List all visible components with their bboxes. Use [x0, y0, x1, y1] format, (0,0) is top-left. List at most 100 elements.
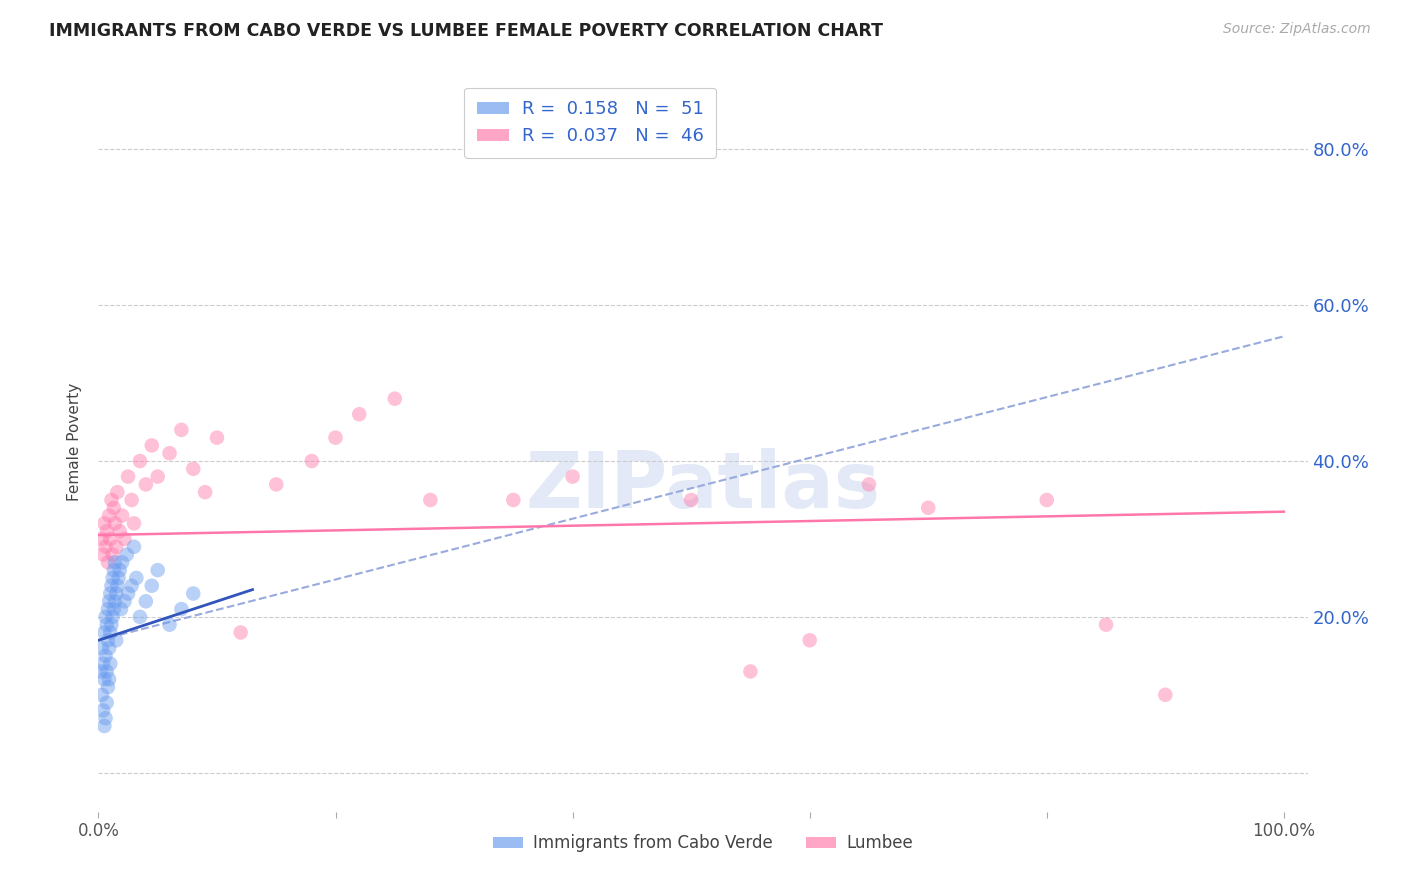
Point — [1036, 493, 1059, 508]
Point — [740, 665, 762, 679]
Point — [105, 586, 128, 600]
Point — [98, 594, 121, 608]
Point — [122, 516, 145, 531]
Point — [105, 579, 128, 593]
Point — [94, 711, 117, 725]
Point — [98, 586, 121, 600]
Point — [159, 617, 181, 632]
Point — [181, 586, 204, 600]
Point — [146, 563, 169, 577]
Point — [194, 485, 217, 500]
Point — [170, 602, 193, 616]
Point — [103, 602, 125, 616]
Point — [799, 633, 821, 648]
Point — [419, 493, 441, 508]
Point — [111, 555, 134, 569]
Y-axis label: Female Poverty: Female Poverty — [67, 383, 83, 500]
Point — [104, 516, 127, 531]
Text: Source: ZipAtlas.com: Source: ZipAtlas.com — [1223, 22, 1371, 37]
Point — [98, 672, 121, 686]
Point — [141, 579, 163, 593]
Point — [93, 672, 115, 686]
Point — [1154, 688, 1177, 702]
Point — [141, 438, 163, 452]
Point — [98, 625, 121, 640]
Point — [91, 641, 114, 656]
Point — [170, 423, 193, 437]
Point — [96, 665, 118, 679]
Point — [91, 657, 114, 671]
Point — [100, 493, 122, 508]
Point — [107, 571, 129, 585]
Point — [94, 648, 117, 663]
Point — [129, 610, 152, 624]
Point — [125, 571, 148, 585]
Point — [858, 477, 880, 491]
Point — [91, 532, 114, 546]
Point — [117, 469, 139, 483]
Point — [98, 508, 121, 523]
Point — [97, 602, 120, 616]
Point — [115, 548, 138, 562]
Point — [103, 563, 125, 577]
Point — [301, 454, 323, 468]
Point — [97, 633, 120, 648]
Point — [96, 524, 118, 538]
Point — [1095, 617, 1118, 632]
Point — [104, 594, 127, 608]
Point — [90, 665, 112, 679]
Text: IMMIGRANTS FROM CABO VERDE VS LUMBEE FEMALE POVERTY CORRELATION CHART: IMMIGRANTS FROM CABO VERDE VS LUMBEE FEM… — [49, 22, 883, 40]
Point — [205, 431, 228, 445]
Point — [101, 548, 124, 562]
Point — [98, 641, 121, 656]
Point — [114, 532, 136, 546]
Point — [121, 579, 143, 593]
Point — [98, 657, 121, 671]
Point — [264, 477, 287, 491]
Legend: Immigrants from Cabo Verde, Lumbee: Immigrants from Cabo Verde, Lumbee — [486, 828, 920, 859]
Point — [101, 610, 124, 624]
Point — [117, 586, 139, 600]
Point — [135, 477, 157, 491]
Point — [97, 680, 120, 694]
Point — [100, 579, 122, 593]
Point — [146, 469, 169, 483]
Point — [135, 594, 157, 608]
Point — [325, 431, 347, 445]
Point — [384, 392, 406, 406]
Point — [502, 493, 524, 508]
Point — [347, 407, 370, 421]
Point — [159, 446, 181, 460]
Point — [229, 625, 252, 640]
Point — [94, 540, 117, 554]
Point — [181, 462, 204, 476]
Point — [561, 469, 583, 483]
Point — [96, 617, 118, 632]
Point — [114, 594, 136, 608]
Point — [103, 500, 125, 515]
Point — [917, 500, 939, 515]
Point — [101, 571, 124, 585]
Point — [104, 555, 127, 569]
Point — [105, 540, 128, 554]
Point — [93, 719, 115, 733]
Point — [91, 688, 114, 702]
Point — [91, 548, 114, 562]
Point — [93, 625, 115, 640]
Point — [108, 563, 131, 577]
Point — [100, 617, 122, 632]
Point — [105, 633, 128, 648]
Point — [98, 532, 121, 546]
Point — [121, 493, 143, 508]
Point — [108, 524, 131, 538]
Point — [105, 485, 128, 500]
Point — [122, 540, 145, 554]
Point — [111, 508, 134, 523]
Point — [110, 602, 132, 616]
Text: ZIPatlas: ZIPatlas — [526, 448, 880, 524]
Point — [681, 493, 703, 508]
Point — [129, 454, 152, 468]
Point — [96, 696, 118, 710]
Point — [94, 610, 117, 624]
Point — [97, 555, 120, 569]
